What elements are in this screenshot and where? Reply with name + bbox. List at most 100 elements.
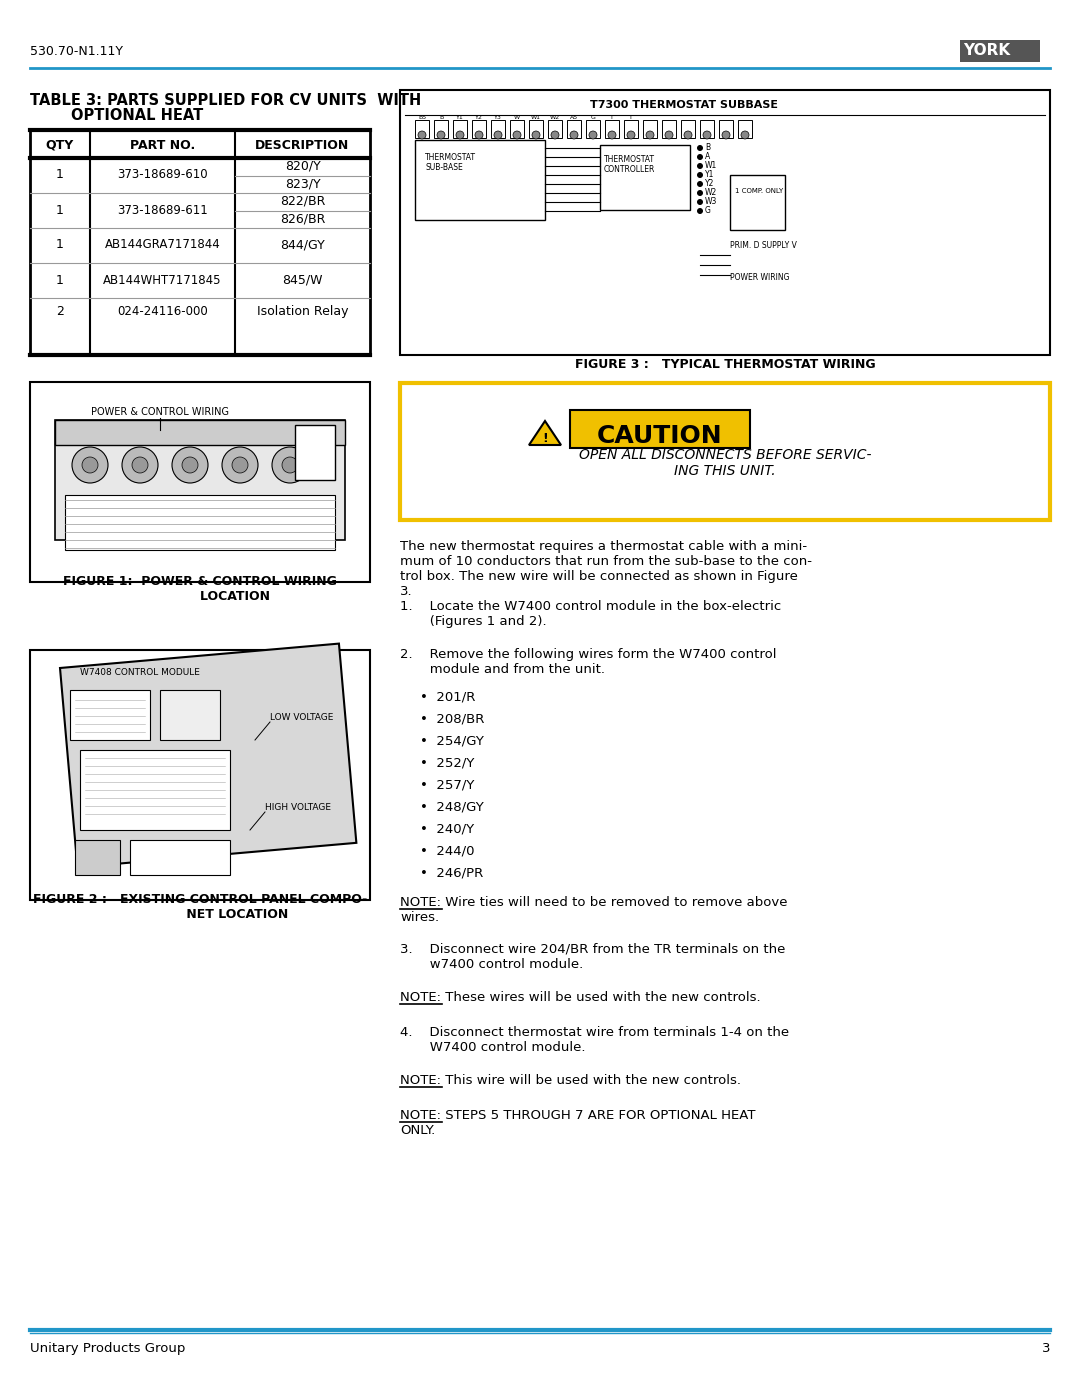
Circle shape: [72, 447, 108, 483]
Text: W: W: [514, 115, 521, 120]
Polygon shape: [529, 420, 561, 446]
Text: Y1: Y1: [456, 115, 464, 120]
Text: PART NO.: PART NO.: [130, 138, 195, 152]
Circle shape: [183, 457, 198, 474]
Text: !: !: [542, 433, 548, 446]
Circle shape: [627, 131, 635, 138]
Circle shape: [723, 131, 730, 138]
Text: THERMOSTAT: THERMOSTAT: [604, 155, 654, 163]
Text: OPTIONAL HEAT: OPTIONAL HEAT: [30, 108, 203, 123]
Circle shape: [282, 457, 298, 474]
Text: A5: A5: [570, 115, 578, 120]
Circle shape: [697, 172, 703, 177]
Text: 1: 1: [56, 204, 64, 217]
Text: Y2: Y2: [705, 179, 714, 189]
Text: G: G: [591, 115, 595, 120]
Bar: [55, 420, 345, 541]
Bar: [738, 120, 752, 138]
Text: 822/BR: 822/BR: [280, 194, 325, 208]
Text: Y2: Y2: [475, 115, 483, 120]
Bar: [600, 145, 690, 210]
Bar: [415, 140, 545, 219]
Bar: [130, 840, 230, 875]
Bar: [453, 120, 467, 138]
Text: 530.70-N1.11Y: 530.70-N1.11Y: [30, 45, 123, 59]
Text: 1: 1: [56, 274, 64, 286]
Bar: [570, 409, 750, 448]
Text: CONTROLLER: CONTROLLER: [604, 165, 656, 175]
Text: •  208/BR: • 208/BR: [420, 712, 484, 725]
Text: 1: 1: [56, 169, 64, 182]
Text: 373-18689-611: 373-18689-611: [117, 204, 207, 217]
Circle shape: [697, 145, 703, 151]
Text: 1.    Locate the W7400 control module in the box-electric
       (Figures 1 and : 1. Locate the W7400 control module in th…: [400, 599, 781, 629]
Circle shape: [741, 131, 750, 138]
Circle shape: [697, 154, 703, 161]
Text: OPEN ALL DISCONNECTS BEFORE SERVIC-
ING THIS UNIT.: OPEN ALL DISCONNECTS BEFORE SERVIC- ING …: [579, 448, 872, 478]
Circle shape: [222, 447, 258, 483]
Bar: [643, 120, 657, 138]
Text: Unitary Products Group: Unitary Products Group: [30, 1343, 186, 1355]
Text: •  254/GY: • 254/GY: [420, 733, 484, 747]
Text: •  240/Y: • 240/Y: [420, 821, 474, 835]
Text: 3: 3: [1041, 1343, 1050, 1355]
Bar: [295, 425, 335, 481]
Text: QTY: QTY: [45, 138, 75, 152]
Circle shape: [589, 131, 597, 138]
Text: NOTE: Wire ties will need to be removed to remove above
wires.: NOTE: Wire ties will need to be removed …: [400, 895, 787, 923]
Circle shape: [82, 457, 98, 474]
Bar: [472, 120, 486, 138]
Circle shape: [272, 447, 308, 483]
Bar: [400, 383, 1050, 520]
Bar: [65, 495, 335, 550]
Text: •  257/Y: • 257/Y: [420, 778, 474, 791]
Circle shape: [232, 457, 248, 474]
Text: T7300 THERMOSTAT SUBBASE: T7300 THERMOSTAT SUBBASE: [590, 101, 778, 110]
Bar: [662, 120, 676, 138]
Bar: [30, 381, 370, 583]
Text: The new thermostat requires a thermostat cable with a mini-
mum of 10 conductors: The new thermostat requires a thermostat…: [400, 541, 812, 598]
Circle shape: [456, 131, 464, 138]
Circle shape: [608, 131, 616, 138]
Bar: [681, 120, 696, 138]
Text: Y1: Y1: [705, 170, 714, 179]
Circle shape: [418, 131, 426, 138]
Circle shape: [532, 131, 540, 138]
Text: W7408 CONTROL MODULE: W7408 CONTROL MODULE: [80, 668, 200, 678]
Circle shape: [494, 131, 502, 138]
Text: 1: 1: [56, 239, 64, 251]
Text: 373-18689-610: 373-18689-610: [118, 169, 207, 182]
Text: 820/Y: 820/Y: [285, 159, 321, 173]
Text: •  252/Y: • 252/Y: [420, 756, 474, 768]
Circle shape: [665, 131, 673, 138]
Text: W1: W1: [531, 115, 541, 120]
Bar: [529, 120, 543, 138]
Text: FIGURE 3 :   TYPICAL THERMOSTAT WIRING: FIGURE 3 : TYPICAL THERMOSTAT WIRING: [575, 358, 875, 372]
Text: 3.    Disconnect wire 204/BR from the TR terminals on the
       w7400 control m: 3. Disconnect wire 204/BR from the TR te…: [400, 943, 785, 971]
Text: •  244/0: • 244/0: [420, 844, 474, 856]
Bar: [30, 650, 370, 900]
Text: LOW VOLTAGE: LOW VOLTAGE: [270, 712, 334, 722]
Text: •  201/R: • 201/R: [420, 690, 475, 703]
Bar: [719, 120, 733, 138]
Text: W1: W1: [705, 161, 717, 170]
Text: 2: 2: [56, 305, 64, 319]
Text: FIGURE 1:  POWER & CONTROL WIRING
                LOCATION: FIGURE 1: POWER & CONTROL WIRING LOCATIO…: [63, 576, 337, 604]
Text: T: T: [610, 115, 613, 120]
Bar: [586, 120, 600, 138]
Bar: [160, 690, 220, 740]
Circle shape: [551, 131, 559, 138]
Circle shape: [122, 447, 158, 483]
Text: 4.    Disconnect thermostat wire from terminals 1-4 on the
       W7400 control : 4. Disconnect thermostat wire from termi…: [400, 1025, 789, 1053]
Text: DESCRIPTION: DESCRIPTION: [255, 138, 350, 152]
Text: POWER & CONTROL WIRING: POWER & CONTROL WIRING: [91, 407, 229, 416]
Text: CAUTION: CAUTION: [597, 425, 723, 448]
Text: Y3: Y3: [494, 115, 502, 120]
Text: SUB-BASE: SUB-BASE: [426, 163, 462, 172]
Circle shape: [697, 190, 703, 196]
Circle shape: [570, 131, 578, 138]
Text: TABLE 3: PARTS SUPPLIED FOR CV UNITS  WITH: TABLE 3: PARTS SUPPLIED FOR CV UNITS WIT…: [30, 94, 421, 108]
Bar: [491, 120, 505, 138]
Text: NOTE: This wire will be used with the new controls.: NOTE: This wire will be used with the ne…: [400, 1074, 741, 1087]
Text: 826/BR: 826/BR: [280, 212, 325, 225]
